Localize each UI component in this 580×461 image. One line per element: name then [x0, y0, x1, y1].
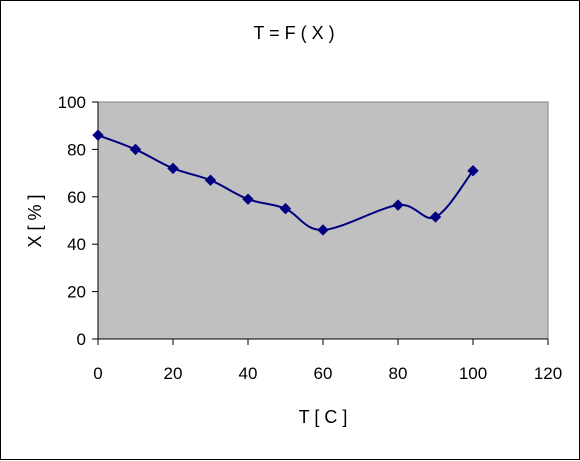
x-tick-label: 120	[534, 364, 562, 383]
data-point-marker	[129, 143, 142, 156]
x-tick-label: 60	[314, 364, 333, 383]
series-layer	[92, 129, 479, 236]
y-tick-label: 0	[77, 330, 86, 349]
data-point-marker	[429, 211, 442, 223]
y-tick-label: 60	[67, 188, 86, 207]
x-tick-label: 80	[389, 364, 408, 383]
x-axis: 0 20 40 60 80 100 120	[93, 338, 562, 383]
x-tick-label: 40	[239, 364, 258, 383]
data-point-marker	[92, 129, 104, 141]
plot-area	[97, 101, 549, 340]
series-line	[97, 134, 474, 231]
data-point-marker	[467, 165, 479, 177]
y-tick-label: 20	[67, 283, 86, 302]
y-tick-label: 100	[58, 93, 86, 112]
data-point-marker	[317, 224, 329, 236]
x-axis-label: T [ C ]	[299, 407, 348, 427]
x-tick-label: 20	[164, 364, 183, 383]
y-tick-label: 40	[67, 235, 86, 254]
data-point-marker	[167, 162, 179, 175]
data-point-marker	[242, 193, 254, 205]
y-axis: 0 20 40 60 80 100	[58, 93, 99, 349]
chart-title: T = F ( X )	[253, 23, 334, 43]
y-tick-label: 80	[67, 140, 86, 159]
x-tick-label: 100	[459, 364, 487, 383]
data-point-marker	[279, 202, 292, 215]
data-point-marker	[204, 174, 217, 186]
x-tick-label: 0	[93, 364, 102, 383]
data-point-marker	[392, 199, 404, 211]
y-axis-label: X [ % ]	[25, 194, 45, 247]
